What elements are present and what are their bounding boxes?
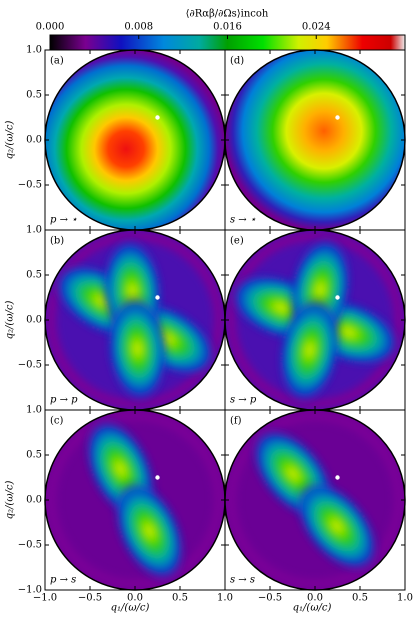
heatmap (45, 230, 225, 410)
y-axis-label: q₂/(ω/c) (5, 121, 16, 160)
heatmap (225, 50, 405, 230)
colorbar-title: ⟨∂Rαβ/∂Ωs⟩incoh (186, 9, 269, 20)
colorbar-tick-label: 0.000 (36, 22, 65, 33)
panel: (c) p → s −1.0 −0.5 0.0 0.5 1.0 −1.0 −0.5 0.0 0.5 1… (18, 405, 233, 604)
y-tick-label: −0.5 (18, 180, 42, 191)
panel-process: p → ⋆ (50, 215, 77, 226)
specular-dot (155, 115, 160, 120)
x-tick-label: −1.0 (33, 593, 57, 604)
panel: (e) s → p (224, 229, 406, 411)
panel-process: s → p (230, 395, 257, 406)
heatmap (45, 410, 225, 590)
heatmap (225, 410, 405, 590)
heatmap (225, 230, 405, 410)
panel-label: (c) (50, 416, 64, 427)
x-tick-label: −0.5 (78, 593, 102, 604)
specular-dot (155, 295, 160, 300)
y-tick-label: −0.5 (18, 360, 42, 371)
panel-process: p → s (50, 575, 76, 586)
y-tick-label: 1.0 (26, 225, 42, 236)
x-tick-label: 0.5 (172, 593, 188, 604)
heatmap-fill (225, 50, 405, 230)
y-tick-label: 0.5 (26, 450, 42, 461)
y-tick-label: −1.0 (18, 585, 42, 596)
heatmap-fill (45, 50, 225, 230)
heatmap-ring (46, 231, 224, 409)
y-axis-label: q₂/(ω/c) (5, 301, 16, 340)
panel-process: s → ⋆ (230, 215, 256, 226)
x-tick-label: 0.0 (127, 593, 143, 604)
panel-label: (e) (230, 236, 244, 247)
panel-label: (d) (230, 56, 244, 67)
y-tick-label: 0.0 (26, 135, 42, 146)
panel-process: p → p (50, 395, 78, 406)
x-axis-label: q₁/(ω/c) (111, 603, 150, 614)
y-tick-label: 0.0 (26, 495, 42, 506)
x-axis-label: q₁/(ω/c) (293, 603, 332, 614)
heatmap-ring (226, 411, 404, 589)
x-tick-label: −0.5 (258, 593, 282, 604)
panel-label: (f) (230, 416, 242, 427)
heatmap-lobe (113, 480, 186, 582)
panel: (b) p → p −0.5 0.0 0.5 1.0 (18, 225, 226, 411)
panel: (a) p → ⋆ −0.5 0.0 0.5 1.0 (18, 45, 226, 231)
heatmap-lobe (278, 296, 342, 404)
y-tick-label: 0.5 (26, 90, 42, 101)
heatmap-ring (226, 231, 404, 409)
heatmap (45, 50, 225, 230)
specular-dot (335, 295, 340, 300)
panel-process: s → s (230, 575, 255, 586)
specular-dot (155, 475, 160, 480)
y-tick-label: −0.5 (18, 540, 42, 551)
heatmap-lobe (295, 480, 379, 573)
specular-dot (335, 115, 340, 120)
heatmap-lobe (106, 294, 169, 403)
x-tick-label: 1.0 (217, 593, 233, 604)
y-tick-label: 1.0 (26, 405, 42, 416)
colorbar-tick-label: 0.024 (302, 22, 331, 33)
x-tick-label: 0.5 (352, 593, 368, 604)
heatmap-ring (46, 411, 224, 589)
y-tick-label: 0.0 (26, 315, 42, 326)
colorbar-tick-label: 0.008 (124, 22, 153, 33)
panel: (f) s → s−0.5 0.0 0.5 1.0 (224, 409, 413, 604)
panel: (d) s → ⋆ (224, 49, 406, 231)
panel-label: (a) (50, 56, 64, 67)
y-axis-label: q₂/(ω/c) (5, 481, 16, 520)
specular-dot (335, 475, 340, 480)
y-tick-label: 0.5 (26, 270, 42, 281)
panel-label: (b) (50, 236, 64, 247)
y-tick-label: 1.0 (26, 45, 42, 56)
colorbar-tick-label: 0.016 (213, 22, 242, 33)
x-tick-label: 0.0 (307, 593, 323, 604)
x-tick-label: 1.0 (397, 593, 413, 604)
